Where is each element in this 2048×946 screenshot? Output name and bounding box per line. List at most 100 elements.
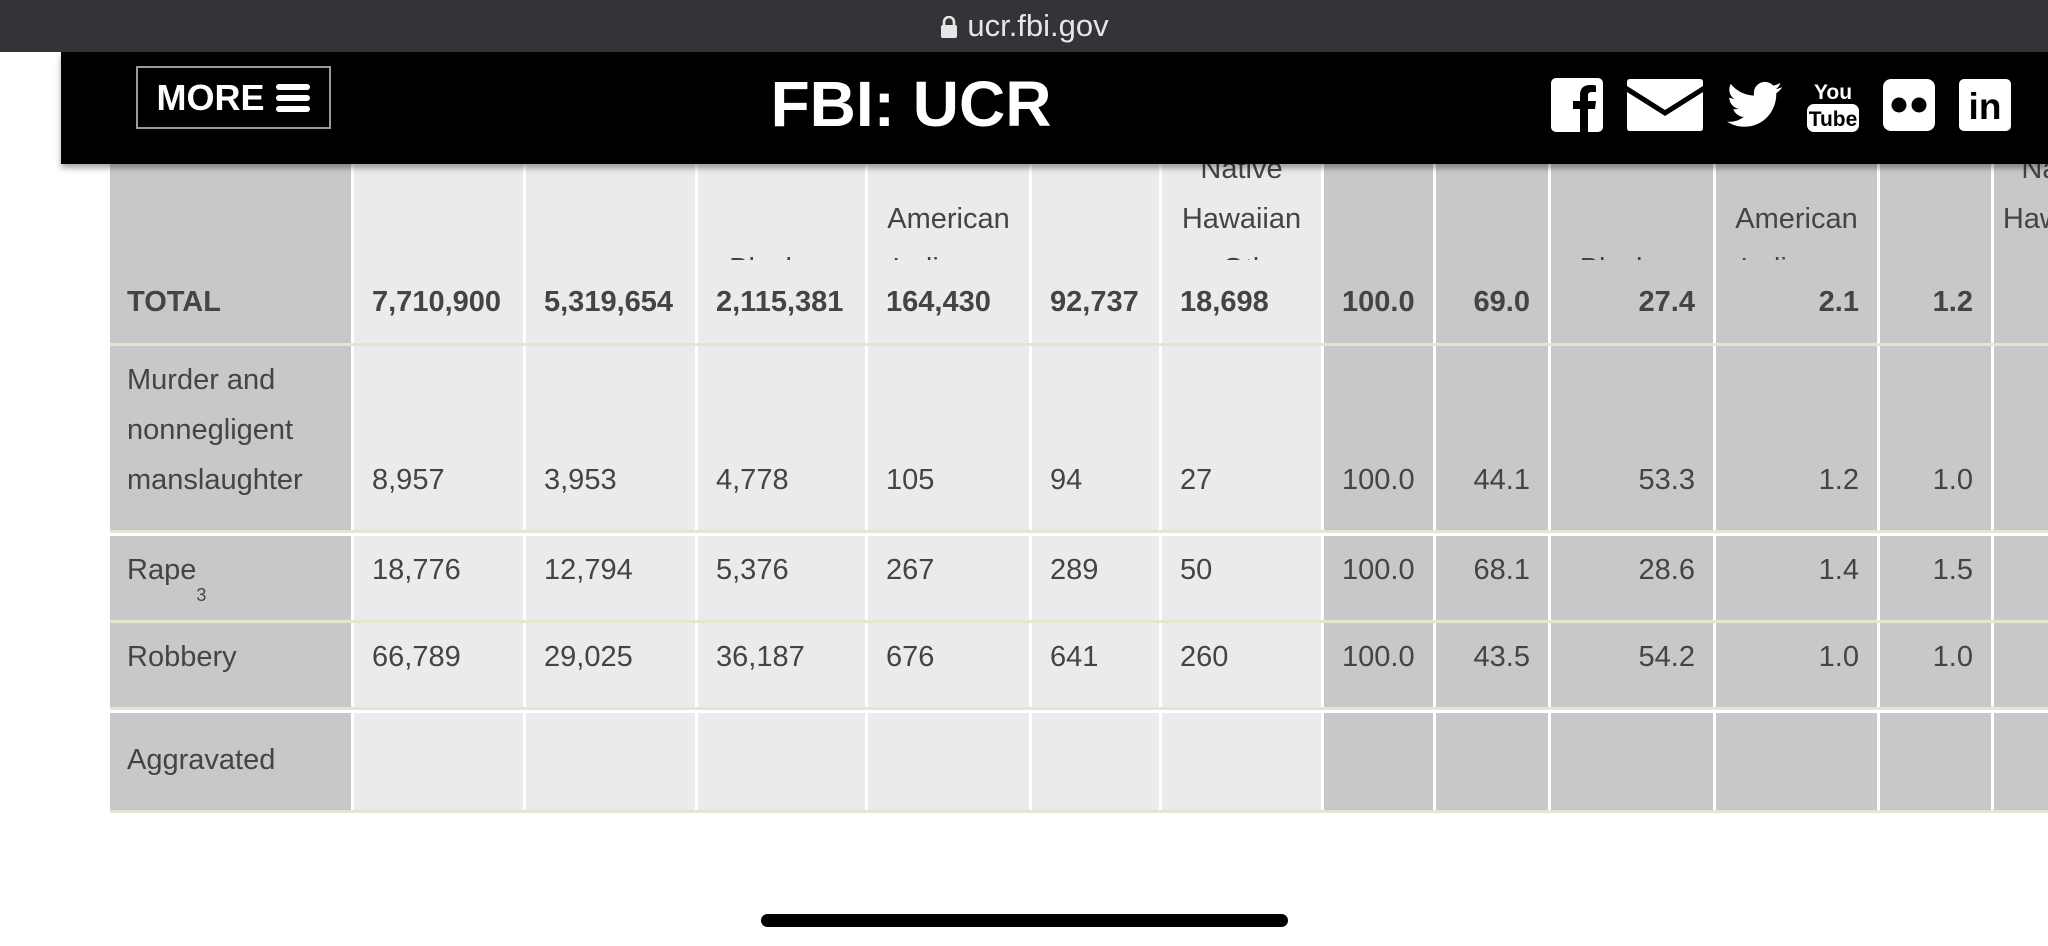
social-links: You Tube in [1551,72,2011,138]
youtube-icon[interactable]: You Tube [1807,78,1859,132]
site-header: MORE FBI: UCR You [61,52,2048,164]
table-cell: 53.3 [1551,346,1716,530]
table-cell: 105 [868,346,1032,530]
site-title[interactable]: FBI: UCR [770,68,1052,140]
column-header-line: Hawaiian [2002,203,2048,235]
offense-cell: Aggravated [110,713,354,810]
table-cell [1162,713,1324,810]
table-cell: 2.1 [1716,260,1880,343]
offense-label: TOTAL [127,285,221,318]
table-cell [1436,713,1551,810]
column-header-line: American [1735,203,1858,235]
table-cell: 50 [1162,536,1324,620]
table-cell: 260 [1162,623,1324,707]
flickr-icon[interactable] [1883,79,1935,131]
table-cell: 1.0 [1880,346,1994,530]
facebook-icon[interactable] [1551,78,1603,132]
table-cell: 100.0 [1324,536,1436,620]
table-cell: 1.5 [1880,536,1994,620]
table-cell [1994,536,2048,620]
table-cell: 44.1 [1436,346,1551,530]
column-header-line: Hawaiian [1181,203,1302,235]
table-cell: 66,789 [354,623,526,707]
table-cell: 2,115,381 [698,260,868,343]
offense-label: Robbery [127,641,237,673]
table-cell: 1.4 [1716,536,1880,620]
table-cell: 68.1 [1436,536,1551,620]
table-cell: 36,187 [698,623,868,707]
table-cell: 12,794 [526,536,698,620]
table-cell [698,713,868,810]
table-cell: 92,737 [1032,260,1162,343]
youtube-you-text: You [1814,81,1852,104]
offense-cell: Robbery [110,623,354,707]
more-label: MORE [156,76,265,118]
table-cell: 1.2 [1880,260,1994,343]
table-cell [1994,260,2048,343]
table-cell: 29,025 [526,623,698,707]
table-cell: 8,957 [354,346,526,530]
table-cell: 5,319,654 [526,260,698,343]
linkedin-text: in [1969,86,2002,127]
linkedin-icon[interactable]: in [1959,79,2011,131]
table-row: Robbery 66,789 29,025 36,187 676 641 260 100.0 4… [110,623,2048,710]
table-cell: 164,430 [868,260,1032,343]
table-cell: 27.4 [1551,260,1716,343]
table-cell [1716,713,1880,810]
table-cell [1880,713,1994,810]
offense-label: Rape [127,554,197,586]
table-cell: 100.0 [1324,623,1436,707]
table-cell: 5,376 [698,536,868,620]
table-cell: 69.0 [1436,260,1551,343]
column-header-line: American [887,203,1010,235]
table-cell: 54.2 [1551,623,1716,707]
table-cell [1551,713,1716,810]
hamburger-icon [275,83,310,112]
arrests-table[interactable]: OffensechargedTotalWhiteBlack orAfricanA… [110,164,2048,946]
table-cell: 1.0 [1716,623,1880,707]
offense-cell: TOTAL [110,260,354,343]
table-cell: 100.0 [1324,346,1436,530]
home-indicator[interactable] [761,914,1288,927]
youtube-tube-text: Tube [1809,108,1858,131]
table-cell: 4,778 [698,346,868,530]
table-cell: 1.2 [1716,346,1880,530]
table-cell: 676 [868,623,1032,707]
offense-label: Murder and nonnegligent manslaughter [127,364,303,496]
browser-url-bar[interactable]: ucr.fbi.gov [0,0,2048,52]
table-cell: 641 [1032,623,1162,707]
table-cell [1032,713,1162,810]
table-cell [1994,346,2048,530]
table-cell [868,713,1032,810]
table-cell [1994,623,2048,707]
table-cell: 1.0 [1880,623,1994,707]
twitter-icon[interactable] [1727,80,1783,130]
column-header-line: Native [2021,164,2048,185]
table-cell: 3,953 [526,346,698,530]
table-cell [526,713,698,810]
table-cell: 18,776 [354,536,526,620]
offense-cell: Murder and nonnegligent manslaughter [110,346,354,530]
more-menu-button[interactable]: MORE [136,66,331,129]
table-cell [1324,713,1436,810]
column-header-line: Native [1200,164,1283,185]
offense-cell: Rape 3 [110,536,354,620]
table-row: Rape 3 18,776 12,794 5,376 267 289 50 100.0 68.1 2… [110,536,2048,623]
table-cell: 28.6 [1551,536,1716,620]
offense-label: Aggravated [127,744,276,776]
table-cell: 100.0 [1324,260,1436,343]
table-cell [1994,713,2048,810]
table-cell: 43.5 [1436,623,1551,707]
url-text: ucr.fbi.gov [967,8,1109,43]
table-cell [354,713,526,810]
table-row: Murder and nonnegligent manslaughter 8,95… [110,346,2048,533]
table-cell: 267 [868,536,1032,620]
table-cell: 94 [1032,346,1162,530]
table-cell: 27 [1162,346,1324,530]
email-icon[interactable] [1627,79,1703,131]
table-cell: 7,710,900 [354,260,526,343]
lock-icon [941,16,958,38]
table-row: Aggravated [110,713,2048,813]
table-row: TOTAL 7,710,900 5,319,654 2,115,381 164,430 9… [110,260,2048,346]
table-cell: 289 [1032,536,1162,620]
